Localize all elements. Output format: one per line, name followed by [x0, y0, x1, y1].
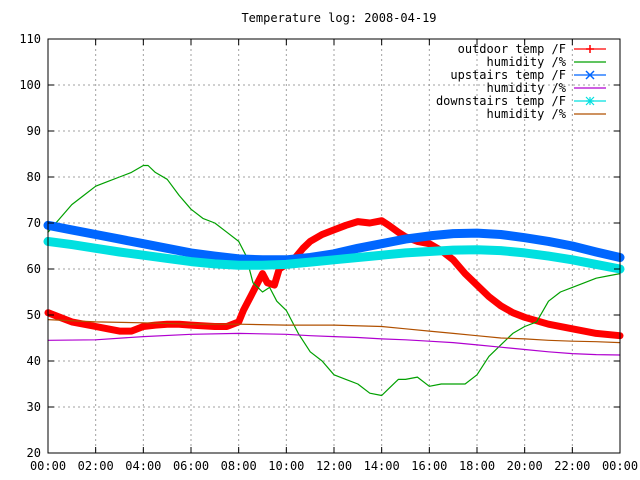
chart-title: Temperature log: 2008-04-19	[241, 11, 436, 25]
legend-marker-star	[585, 96, 595, 106]
x-tick-label: 22:00	[554, 459, 590, 473]
y-tick-label: 20	[27, 446, 41, 460]
legend-label: humidity /%	[487, 55, 567, 69]
y-tick-label: 60	[27, 262, 41, 276]
series-layer	[43, 164, 625, 397]
series-line	[47, 164, 621, 397]
y-tick-label: 30	[27, 400, 41, 414]
series-line	[43, 220, 625, 265]
y-tick-label: 80	[27, 170, 41, 184]
x-tick-label: 16:00	[411, 459, 447, 473]
y-tick-label: 90	[27, 124, 41, 138]
legend-label: upstairs temp /F	[450, 68, 566, 82]
y-tick-label: 110	[19, 32, 41, 46]
y-tick-label: 100	[19, 78, 41, 92]
series-line	[43, 236, 625, 274]
y-tick-label: 70	[27, 216, 41, 230]
series-line	[47, 319, 621, 344]
x-tick-label: 02:00	[78, 459, 114, 473]
legend-marker-plus	[586, 45, 594, 53]
x-tick-label: 12:00	[316, 459, 352, 473]
legend-label: downstairs temp /F	[436, 94, 566, 108]
x-tick-label: 18:00	[459, 459, 495, 473]
y-tick-label: 40	[27, 354, 41, 368]
legend-label: humidity /%	[487, 107, 567, 121]
x-tick-label: 20:00	[507, 459, 543, 473]
x-tick-label: 06:00	[173, 459, 209, 473]
y-tick-label: 50	[27, 308, 41, 322]
legend-label: humidity /%	[487, 81, 567, 95]
x-tick-label: 00:00	[30, 459, 66, 473]
series-line	[44, 217, 624, 340]
x-tick-label: 10:00	[268, 459, 304, 473]
legend-label: outdoor temp /F	[458, 42, 566, 56]
x-tick-label: 08:00	[221, 459, 257, 473]
x-tick-label: 00:00	[602, 459, 638, 473]
series-line	[47, 332, 621, 356]
ticks: 20 30 40 50 60 70 80 90 100 110 00:00 02:00 04:00 06:…	[19, 32, 638, 473]
legend-marker-cross	[585, 70, 595, 80]
x-tick-label: 14:00	[364, 459, 400, 473]
x-tick-label: 04:00	[125, 459, 161, 473]
